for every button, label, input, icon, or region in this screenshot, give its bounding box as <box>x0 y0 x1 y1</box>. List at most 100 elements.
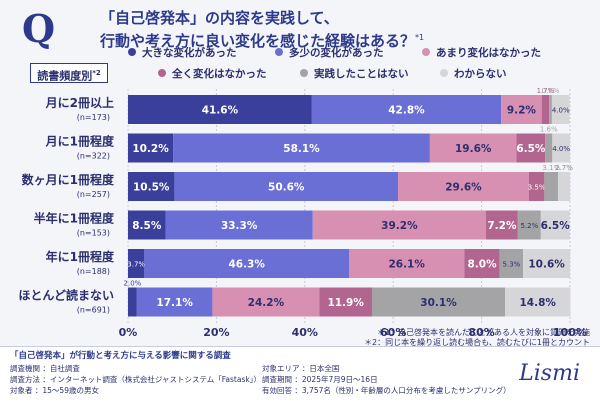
bar-segment <box>128 210 166 240</box>
survey-row-period: 調査期間 ：2025年7月9日〜16日 <box>262 374 378 385</box>
category-n-label: (n=153) <box>77 229 110 238</box>
bar-segment <box>551 95 570 124</box>
data-label: 0.6% <box>542 87 560 95</box>
category-n-label: (n=173) <box>77 113 110 122</box>
data-label: 30.1% <box>420 297 457 309</box>
data-label: 19.6% <box>455 143 492 155</box>
bar-segment <box>499 249 524 278</box>
data-label: 2.0% <box>124 280 142 288</box>
legend-swatch <box>422 48 430 56</box>
row-value: ：自社調査 <box>42 364 80 373</box>
category-label: 数ヶ月に1冊程度 <box>22 172 115 187</box>
bar-segment <box>371 287 506 317</box>
bar-segment <box>319 287 372 317</box>
question-line-2: 行動や考え方に良い変化を感じた経験はある？ <box>100 32 416 50</box>
row-value: ：15〜59歳の男女 <box>34 386 99 395</box>
data-label: 3.5% <box>528 184 546 192</box>
legend-item-some-change: 多少の変化があった <box>275 45 384 60</box>
bar-segment <box>312 210 487 240</box>
data-label: 10.2% <box>132 143 169 155</box>
data-label: 29.6% <box>445 182 482 194</box>
data-label: 50.6% <box>268 182 305 194</box>
legend-swatch <box>440 69 448 77</box>
bar-segment <box>558 172 570 201</box>
frequency-label: 読書頻度別*2 <box>30 63 108 83</box>
category-label: 月に1冊程度 <box>45 134 115 149</box>
survey-row-responses: 有効回答 ：3,757名（性別・年齢層の人口分布を考慮したサンプリング） <box>262 385 511 396</box>
row-value: ：2025年7月9日〜16日 <box>294 375 378 384</box>
x-tick-label: 100% <box>553 326 587 339</box>
legend-label: 多少の変化があった <box>289 47 384 59</box>
bar-segment <box>486 210 518 240</box>
question-mark-icon: Q <box>22 6 56 51</box>
data-label: 58.1% <box>283 143 320 155</box>
data-label: 6.5% <box>541 220 571 232</box>
bar-segment <box>549 95 552 124</box>
x-tick-label: 60% <box>380 326 406 339</box>
bar-segment <box>516 133 546 163</box>
bar-segment <box>128 95 312 124</box>
row-value: ：インターネット調査（株式会社ジャストシステム「Fastask」） <box>42 375 261 384</box>
legend-label: 全く変化はなかった <box>172 68 267 80</box>
row-key: 対象者 <box>10 386 33 395</box>
question-line-1: 「自己啓発本」の内容を実践して、 <box>100 9 339 27</box>
survey-title: 「自己啓発本」が行動と考え方に与える影響に関する調査 <box>10 351 231 361</box>
bar-segment <box>128 133 174 163</box>
x-tick-label: 40% <box>292 326 318 339</box>
note-1: ＊1：自己啓発本を読んだことがある人を対象に質問を実施 <box>376 328 590 337</box>
bar-segment <box>128 287 137 317</box>
bar-segment <box>541 95 550 124</box>
data-label: 5.3% <box>503 261 521 269</box>
lismi-logo: Lismi <box>519 361 580 386</box>
survey-row-area: 対象エリア ：日本全国 <box>262 363 339 374</box>
bar-segment <box>429 133 517 163</box>
legend-label: 大きな変化があった <box>142 47 237 59</box>
bar-segment <box>212 287 320 317</box>
row-key: 有効回答 <box>262 386 292 395</box>
survey-row-target: 対象者 ：15〜59歳の男女 <box>10 385 99 396</box>
bar-segment <box>464 249 500 278</box>
data-label: 3.1% <box>542 164 560 172</box>
note-2: ＊2：同じ本を繰り返し読む場合も、読むたびに1冊とカウント <box>364 338 590 347</box>
bar-segment <box>311 95 502 124</box>
data-label: 2.7% <box>555 164 573 172</box>
bar-segment <box>544 172 559 201</box>
legend-item-not-much: あまり変化はなかった <box>422 45 541 60</box>
legend-item-unknown: わからない <box>440 66 507 81</box>
data-label: 3.7% <box>127 261 145 269</box>
data-label: 1.6% <box>540 126 558 134</box>
data-label: 42.8% <box>388 105 425 117</box>
row-key: 調査機関 <box>10 364 40 373</box>
legend-label: わからない <box>454 68 507 80</box>
bar-segment <box>349 249 465 278</box>
data-label: 5.2% <box>520 222 538 230</box>
x-tick-label: 20% <box>203 326 229 339</box>
category-n-label: (n=188) <box>77 267 110 276</box>
legend-item-big-change: 大きな変化があった <box>128 45 237 60</box>
x-tick-label: 80% <box>468 326 494 339</box>
legend-swatch <box>128 48 136 56</box>
bar-segment <box>136 287 213 317</box>
legend-swatch <box>275 48 283 56</box>
survey-row-method: 調査方法 ：インターネット調査（株式会社ジャストシステム「Fastask」） <box>10 374 261 385</box>
stacked-bar-chart: 月に2冊以上 (n=173) 41.6% 42.8% 9.2% 1.7%0.6% 4.0% 月… <box>18 87 587 339</box>
legend-swatch <box>300 69 308 77</box>
bar-segment <box>144 249 349 278</box>
legend-swatch <box>158 69 166 77</box>
bar-segment <box>528 172 545 201</box>
frequency-label-ref: *2 <box>92 69 101 77</box>
bar-segment <box>165 210 313 240</box>
category-n-label: (n=322) <box>77 152 110 161</box>
survey-footer: 「自己啓発本」が行動と考え方に与える影響に関する調査 調査機関 ：自社調査 調査… <box>0 346 600 401</box>
category-label: ほとんど読まない <box>18 288 114 303</box>
data-label: 4.0% <box>552 145 570 153</box>
legend-item-never-practiced: 実践したことはない <box>300 66 409 81</box>
data-label: 39.2% <box>381 220 418 232</box>
row-key: 対象エリア <box>262 364 300 373</box>
frequency-label-text: 読書頻度別 <box>37 69 93 83</box>
data-label: 33.3% <box>221 220 258 232</box>
data-label: 14.8% <box>520 297 557 309</box>
bar-segment <box>545 133 553 163</box>
data-label: 41.6% <box>202 105 239 117</box>
data-label: 10.6% <box>528 259 565 271</box>
